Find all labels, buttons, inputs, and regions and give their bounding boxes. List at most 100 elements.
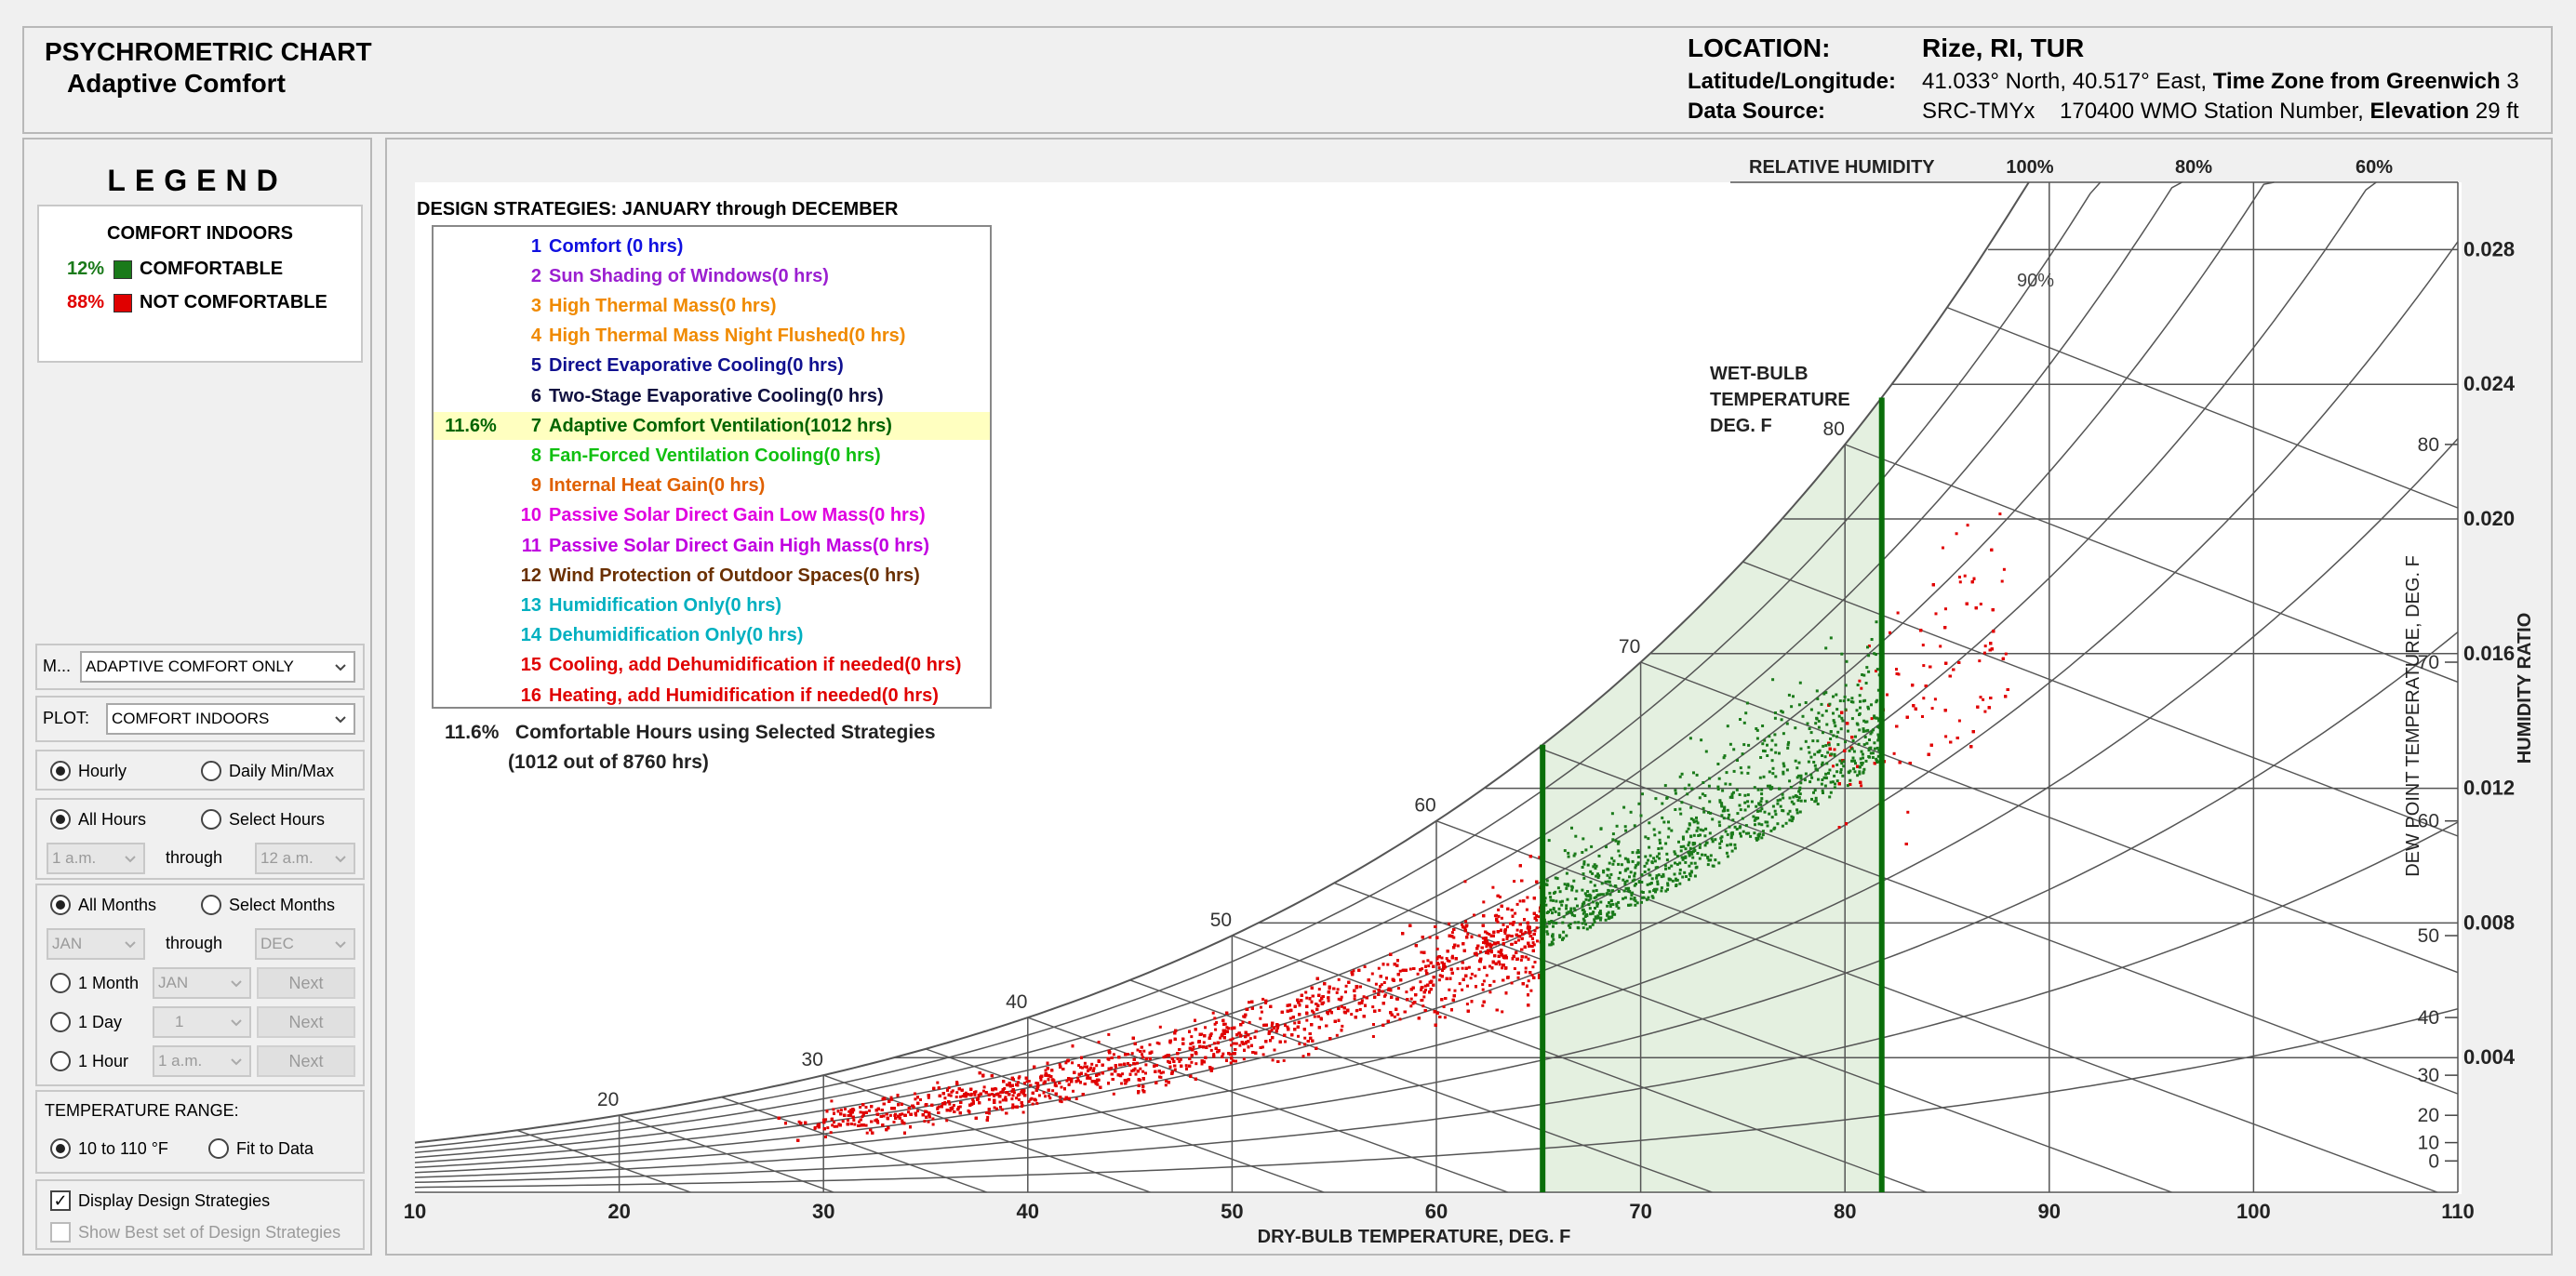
not-comfortable-point bbox=[1191, 1042, 1195, 1044]
hour-to-select[interactable]: 12 a.m. bbox=[255, 843, 355, 874]
select-hours-radio[interactable]: Select Hours bbox=[201, 809, 325, 830]
not-comfortable-point bbox=[1860, 784, 1863, 788]
daily-radio[interactable]: Daily Min/Max bbox=[201, 761, 334, 781]
source-label: Data Source: bbox=[1688, 99, 1826, 124]
not-comfortable-point bbox=[1488, 990, 1492, 994]
one-month-select[interactable]: JAN bbox=[153, 967, 251, 999]
not-comfortable-point bbox=[1526, 926, 1529, 930]
not-comfortable-point bbox=[1259, 1005, 1262, 1009]
not-comfortable-point bbox=[1140, 1045, 1143, 1049]
not-comfortable-point bbox=[1377, 966, 1381, 970]
check-icon: ✓ bbox=[50, 1190, 71, 1211]
not-comfortable-point bbox=[1133, 1067, 1137, 1070]
not-comfortable-point bbox=[1383, 993, 1387, 997]
month-from-select[interactable]: JAN bbox=[47, 928, 145, 960]
not-comfortable-point bbox=[1353, 997, 1356, 1001]
not-comfortable-point bbox=[826, 1126, 830, 1130]
rh-curve bbox=[414, 1007, 2459, 1189]
not-comfortable-point bbox=[971, 1097, 975, 1101]
not-comfortable-point bbox=[1966, 524, 1969, 527]
not-comfortable-point bbox=[1870, 717, 1874, 721]
not-comfortable-point bbox=[1493, 914, 1497, 918]
rh-curve bbox=[414, 181, 2102, 1149]
not-comfortable-point bbox=[1259, 1017, 1262, 1020]
not-comfortable-point bbox=[1097, 1041, 1101, 1043]
not-comfortable-point bbox=[1489, 949, 1493, 952]
select-months-radio[interactable]: Select Months bbox=[201, 895, 335, 915]
rh-curves-layer bbox=[414, 181, 2459, 1189]
not-comfortable-point bbox=[1892, 751, 1896, 755]
not-comfortable-point bbox=[1120, 1082, 1124, 1085]
not-comfortable-point bbox=[1107, 1032, 1111, 1036]
display-strategies-checkbox[interactable]: ✓ Display Design Strategies bbox=[50, 1190, 270, 1211]
not-comfortable-point bbox=[1358, 1008, 1362, 1011]
all-hours-radio[interactable]: All Hours bbox=[50, 809, 146, 830]
not-comfortable-point bbox=[1017, 1097, 1021, 1101]
months-box: All Months Select Months JAN through DEC… bbox=[35, 884, 365, 1086]
plot-select[interactable]: COMFORT INDOORS bbox=[106, 703, 355, 735]
one-day-radio[interactable]: 1 Day bbox=[50, 1012, 122, 1032]
next-day-button[interactable]: Next bbox=[257, 1006, 355, 1038]
mode-select[interactable]: ADAPTIVE COMFORT ONLY bbox=[80, 651, 355, 683]
not-comfortable-point bbox=[1921, 644, 1925, 647]
not-comfortable-point bbox=[1978, 659, 1982, 663]
not-comfortable-point bbox=[1485, 974, 1488, 977]
all-months-radio[interactable]: All Months bbox=[50, 895, 156, 915]
not-comfortable-point bbox=[1162, 1056, 1166, 1059]
not-comfortable-point bbox=[1192, 1045, 1195, 1049]
not-comfortable-point bbox=[1136, 1048, 1140, 1052]
not-comfortable-point bbox=[947, 1086, 951, 1090]
not-comfortable-point bbox=[1245, 1041, 1248, 1043]
not-comfortable-point bbox=[841, 1120, 845, 1123]
hour-from-select[interactable]: 1 a.m. bbox=[47, 843, 145, 874]
one-day-select[interactable]: 1 bbox=[153, 1006, 251, 1038]
not-comfortable-point bbox=[864, 1123, 868, 1127]
not-comfortable-point bbox=[1060, 1100, 1063, 1104]
next-hour-button[interactable]: Next bbox=[257, 1045, 355, 1077]
one-hour-select[interactable]: 1 a.m. bbox=[153, 1045, 251, 1077]
next-month-button[interactable]: Next bbox=[257, 967, 355, 999]
month-to-select[interactable]: DEC bbox=[255, 928, 355, 960]
not-comfortable-point bbox=[859, 1106, 862, 1109]
not-comfortable-point bbox=[1528, 931, 1531, 935]
not-comfortable-point bbox=[948, 1102, 952, 1106]
not-comfortable-point bbox=[1405, 990, 1408, 994]
not-comfortable-point bbox=[999, 1106, 1002, 1109]
not-comfortable-point bbox=[1083, 1061, 1087, 1065]
not-comfortable-point bbox=[1230, 1043, 1234, 1047]
not-comfortable-point bbox=[1530, 974, 1534, 977]
one-hour-radio[interactable]: 1 Hour bbox=[50, 1051, 128, 1071]
comfortable-pct: 12% bbox=[66, 259, 104, 279]
fit-to-data-radio[interactable]: Fit to Data bbox=[208, 1138, 314, 1159]
not-comfortable-point bbox=[1371, 1005, 1375, 1009]
show-best-checkbox[interactable]: Show Best set of Design Strategies bbox=[50, 1222, 340, 1243]
temp-range-radio[interactable]: 10 to 110 °F bbox=[50, 1138, 168, 1159]
not-comfortable-point bbox=[1141, 1053, 1143, 1057]
not-comfortable-point bbox=[1416, 972, 1420, 976]
one-month-radio[interactable]: 1 Month bbox=[50, 973, 139, 993]
not-comfortable-point bbox=[1112, 1092, 1115, 1096]
not-comfortable-point bbox=[1488, 933, 1491, 936]
not-comfortable-point bbox=[1344, 984, 1348, 988]
not-comfortable-point bbox=[931, 1123, 935, 1126]
not-comfortable-point bbox=[1210, 1067, 1214, 1070]
not-comfortable-point bbox=[1337, 997, 1341, 1001]
not-comfortable-point bbox=[1475, 951, 1478, 955]
header-panel: PSYCHROMETRIC CHART Adaptive Comfort LOC… bbox=[22, 26, 2553, 134]
latlon-label: Latitude/Longitude: bbox=[1688, 69, 1896, 94]
not-comfortable-point bbox=[1021, 1104, 1024, 1107]
not-comfortable-point bbox=[2004, 652, 2008, 656]
not-comfortable-point bbox=[888, 1113, 892, 1117]
wet-bulb-line bbox=[1742, 561, 2458, 837]
not-comfortable-point bbox=[1035, 1101, 1039, 1105]
wet-bulb-line bbox=[1129, 979, 1713, 1192]
not-comfortable-point bbox=[1442, 1005, 1446, 1008]
not-comfortable-point bbox=[1189, 1042, 1193, 1045]
not-comfortable-point bbox=[833, 1121, 835, 1124]
not-comfortable-swatch bbox=[113, 293, 132, 312]
not-comfortable-point bbox=[1305, 996, 1309, 1000]
not-comfortable-point bbox=[1134, 1072, 1138, 1076]
not-comfortable-point bbox=[1121, 1072, 1125, 1076]
not-comfortable-point bbox=[1445, 957, 1448, 961]
hourly-radio[interactable]: Hourly bbox=[50, 761, 127, 781]
